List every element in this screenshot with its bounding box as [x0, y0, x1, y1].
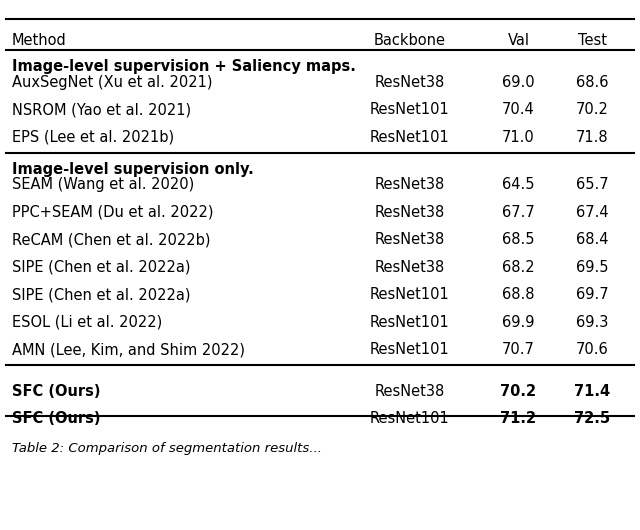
Text: ESOL (Li et al. 2022): ESOL (Li et al. 2022)	[12, 315, 162, 330]
Text: 72.5: 72.5	[574, 411, 610, 427]
Text: 70.6: 70.6	[575, 342, 609, 357]
Text: 67.4: 67.4	[576, 205, 608, 219]
Text: Table 2: Comparison of segmentation results...: Table 2: Comparison of segmentation resu…	[12, 441, 321, 455]
Text: 70.2: 70.2	[575, 102, 609, 117]
Text: EPS (Lee et al. 2021b): EPS (Lee et al. 2021b)	[12, 130, 173, 145]
Text: ResNet38: ResNet38	[374, 177, 445, 192]
Text: 65.7: 65.7	[576, 177, 608, 192]
Text: 69.0: 69.0	[502, 75, 534, 90]
Text: ResNet38: ResNet38	[374, 75, 445, 90]
Text: 67.7: 67.7	[502, 205, 535, 219]
Text: Test: Test	[577, 33, 607, 48]
Text: Image-level supervision only.: Image-level supervision only.	[12, 162, 253, 176]
Text: SFC (Ours): SFC (Ours)	[12, 384, 100, 399]
Text: Val: Val	[508, 33, 529, 48]
Text: ResNet38: ResNet38	[374, 232, 445, 247]
Text: PPC+SEAM (Du et al. 2022): PPC+SEAM (Du et al. 2022)	[12, 205, 213, 219]
Text: Backbone: Backbone	[374, 33, 445, 48]
Text: SIPE (Chen et al. 2022a): SIPE (Chen et al. 2022a)	[12, 260, 190, 275]
Text: SEAM (Wang et al. 2020): SEAM (Wang et al. 2020)	[12, 177, 194, 192]
Text: 70.7: 70.7	[502, 342, 535, 357]
Text: ResNet38: ResNet38	[374, 384, 445, 399]
Text: 71.2: 71.2	[500, 411, 536, 427]
Text: AMN (Lee, Kim, and Shim 2022): AMN (Lee, Kim, and Shim 2022)	[12, 342, 244, 357]
Text: ResNet101: ResNet101	[370, 287, 449, 302]
Text: ResNet101: ResNet101	[370, 411, 449, 427]
Text: Image-level supervision + Saliency maps.: Image-level supervision + Saliency maps.	[12, 59, 355, 74]
Text: 68.2: 68.2	[502, 260, 534, 275]
Text: ResNet101: ResNet101	[370, 130, 449, 145]
Text: ReCAM (Chen et al. 2022b): ReCAM (Chen et al. 2022b)	[12, 232, 210, 247]
Text: 69.3: 69.3	[576, 315, 608, 330]
Text: 71.0: 71.0	[502, 130, 535, 145]
Text: 69.9: 69.9	[502, 315, 534, 330]
Text: ResNet101: ResNet101	[370, 342, 449, 357]
Text: AuxSegNet (Xu et al. 2021): AuxSegNet (Xu et al. 2021)	[12, 75, 212, 90]
Text: 68.8: 68.8	[502, 287, 534, 302]
Text: ResNet101: ResNet101	[370, 315, 449, 330]
Text: 71.4: 71.4	[574, 384, 610, 399]
Text: 64.5: 64.5	[502, 177, 534, 192]
Text: 70.4: 70.4	[502, 102, 535, 117]
Text: ResNet38: ResNet38	[374, 260, 445, 275]
Text: SIPE (Chen et al. 2022a): SIPE (Chen et al. 2022a)	[12, 287, 190, 302]
Text: 70.2: 70.2	[500, 384, 536, 399]
Text: 68.5: 68.5	[502, 232, 534, 247]
Text: 68.4: 68.4	[576, 232, 608, 247]
Text: ResNet38: ResNet38	[374, 205, 445, 219]
Text: 69.7: 69.7	[576, 287, 608, 302]
Text: SFC (Ours): SFC (Ours)	[12, 411, 100, 427]
Text: NSROM (Yao et al. 2021): NSROM (Yao et al. 2021)	[12, 102, 191, 117]
Text: Method: Method	[12, 33, 67, 48]
Text: ResNet101: ResNet101	[370, 102, 449, 117]
Text: 71.8: 71.8	[576, 130, 608, 145]
Text: 68.6: 68.6	[576, 75, 608, 90]
Text: 69.5: 69.5	[576, 260, 608, 275]
